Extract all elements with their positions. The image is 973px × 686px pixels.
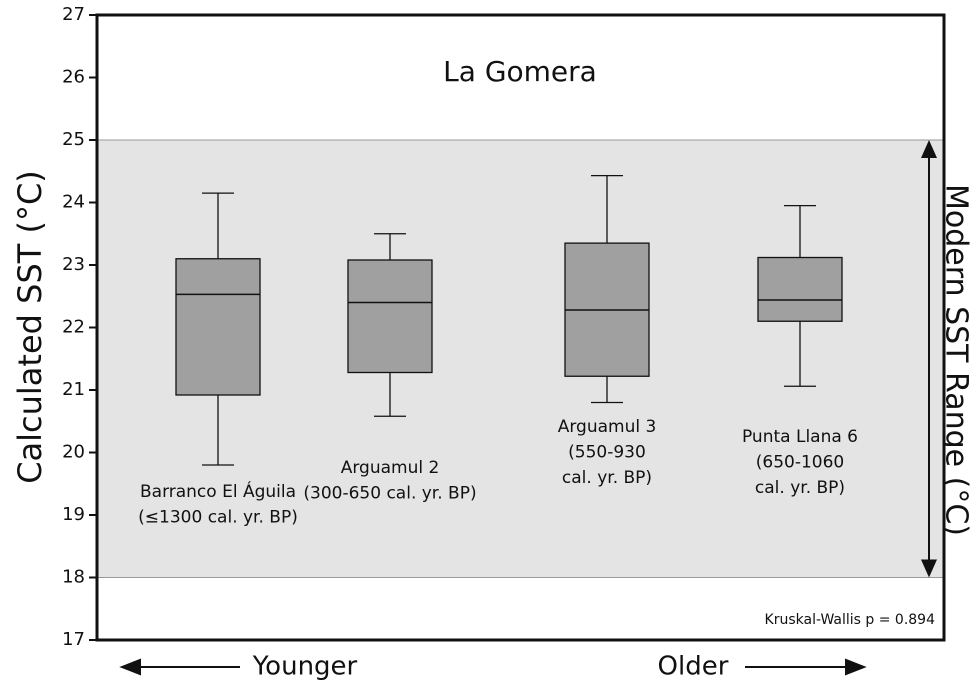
category-label: Punta Llana 6 [742, 427, 858, 447]
y-tick-label: 22 [62, 317, 85, 338]
y-tick-label: 20 [62, 442, 85, 463]
plot-frame [95, 13, 946, 642]
test-annotation: Kruskal-Wallis p = 0.894 [765, 612, 936, 628]
y-tick-label: 18 [62, 567, 85, 588]
chart-title: La Gomera [443, 55, 597, 88]
box [757, 256, 843, 322]
y-tick-label: 26 [62, 67, 85, 88]
y-tick-label: 23 [62, 254, 85, 275]
y-tick-label: 24 [62, 192, 85, 213]
younger-label: Younger [252, 652, 358, 682]
older-arrow [745, 658, 867, 676]
older-label: Older [658, 652, 729, 682]
category-label: (650-1060 [756, 453, 844, 473]
category-label: Arguamul 2 [341, 458, 440, 478]
younger-arrow [119, 658, 240, 676]
category-label: (≤1300 cal. yr. BP) [138, 508, 298, 528]
category-label: cal. yr. BP) [755, 478, 845, 498]
category-label: cal. yr. BP) [562, 468, 652, 488]
y-axis-label: Calculated SST (°C) [11, 170, 49, 484]
box [175, 258, 261, 396]
category-label: Arguamul 3 [558, 417, 657, 437]
category-label: Barranco El Águila [140, 480, 296, 502]
y-tick-label: 27 [62, 4, 85, 25]
y-tick-label: 25 [62, 129, 85, 150]
arrow-head [921, 140, 937, 158]
y-tick-label: 19 [62, 504, 85, 525]
category-label: (550-930 [568, 443, 646, 463]
arrow-head [921, 559, 937, 578]
y-tick-label: 17 [62, 629, 85, 650]
category-label: (300-650 cal. yr. BP) [303, 484, 476, 504]
y-tick-label: 21 [62, 379, 85, 400]
box [347, 259, 433, 374]
